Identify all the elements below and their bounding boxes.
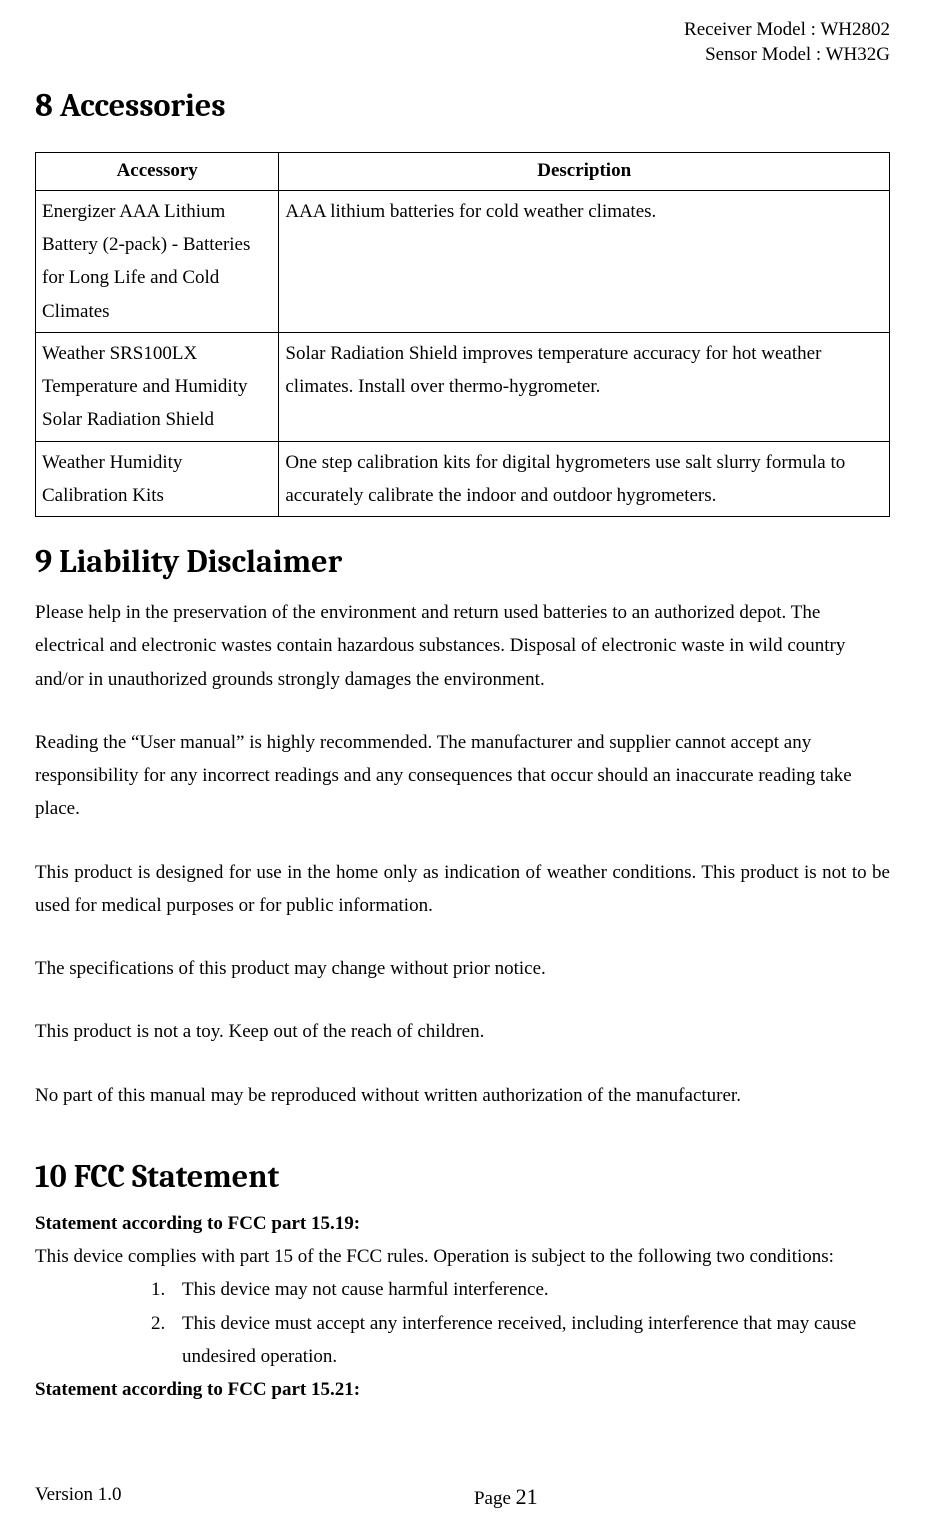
table-cell: Solar Radiation Shield improves temperat… [279,332,890,441]
table-cell: Weather Humidity Calibration Kits [36,441,279,517]
disclaimer-p1: Please help in the preservation of the e… [35,596,890,696]
heading-fcc: 10 FCC Statement [35,1158,890,1195]
table-cell: AAA lithium batteries for cold weather c… [279,190,890,332]
heading-disclaimer: 9 Liability Disclaimer [35,543,890,580]
page-num: 21 [516,1484,538,1509]
disclaimer-p4: The specifications of this product may c… [35,952,890,985]
table-cell: Energizer AAA Lithium Battery (2-pack) -… [36,190,279,332]
page-footer: Version 1.0 Page 21 [35,1484,890,1510]
page-number-text: Page 21 [35,1484,890,1510]
col-header-accessory: Accessory [36,153,279,191]
table-header-row: Accessory Description [36,153,890,191]
fcc-sub1: Statement according to FCC part 15.19: [35,1207,890,1240]
table-cell: One step calibration kits for digital hy… [279,441,890,517]
sensor-model-text: Sensor Model : WH32G [35,43,890,68]
accessories-table: Accessory Description Energizer AAA Lith… [35,152,890,517]
fcc-intro: This device complies with part 15 of the… [35,1240,890,1273]
list-item: This device may not cause harmful interf… [170,1273,890,1306]
heading-accessories: 8 Accessories [35,87,890,124]
page-label: Page [474,1488,516,1509]
table-row: Energizer AAA Lithium Battery (2-pack) -… [36,190,890,332]
col-header-description: Description [279,153,890,191]
version-text: Version 1.0 [35,1484,122,1506]
table-row: Weather SRS100LX Temperature and Humidit… [36,332,890,441]
disclaimer-p6: No part of this manual may be reproduced… [35,1079,890,1112]
list-item: This device must accept any interference… [170,1307,890,1374]
disclaimer-p2: Reading the “User manual” is highly reco… [35,726,890,826]
fcc-conditions-list: This device may not cause harmful interf… [35,1273,890,1373]
table-row: Weather Humidity Calibration Kits One st… [36,441,890,517]
table-cell: Weather SRS100LX Temperature and Humidit… [36,332,279,441]
disclaimer-p3: This product is designed for use in the … [35,856,890,923]
fcc-sub2: Statement according to FCC part 15.21: [35,1373,890,1406]
disclaimer-p5: This product is not a toy. Keep out of t… [35,1015,890,1048]
header-models: Receiver Model : WH2802 Sensor Model : W… [35,18,890,67]
receiver-model-text: Receiver Model : WH2802 [35,18,890,43]
